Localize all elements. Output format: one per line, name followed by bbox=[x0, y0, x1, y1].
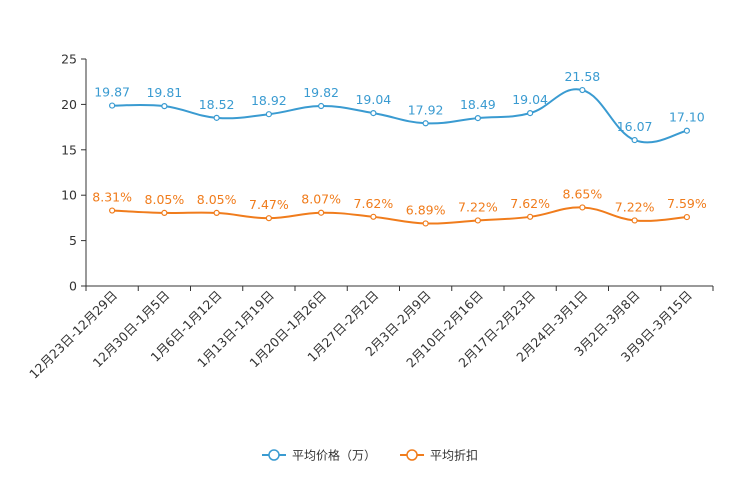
data-label: 8.65% bbox=[563, 186, 603, 201]
y-tick-label: 15 bbox=[61, 142, 77, 157]
data-point[interactable] bbox=[318, 209, 325, 216]
data-point[interactable] bbox=[370, 110, 377, 117]
data-label: 18.52 bbox=[199, 97, 235, 112]
data-label: 8.31% bbox=[92, 190, 132, 205]
data-label: 17.10 bbox=[669, 110, 705, 125]
data-label: 19.82 bbox=[303, 85, 339, 100]
data-point[interactable] bbox=[265, 111, 272, 118]
y-tick-label: 0 bbox=[69, 279, 77, 294]
data-point[interactable] bbox=[422, 120, 429, 127]
series-layer bbox=[109, 86, 690, 227]
data-label: 7.59% bbox=[667, 196, 707, 211]
data-point[interactable] bbox=[318, 102, 325, 110]
data-label: 7.22% bbox=[458, 199, 498, 214]
data-label: 8.05% bbox=[197, 192, 237, 207]
data-point[interactable] bbox=[161, 103, 168, 110]
data-point[interactable] bbox=[109, 102, 116, 109]
y-tick-label: 25 bbox=[61, 52, 77, 67]
data-point[interactable] bbox=[161, 209, 168, 217]
data-labels: 19.87 19.81 18.52 18.92 19.82 19.04 17.92 18.49… bbox=[92, 69, 707, 217]
data-label: 21.58 bbox=[564, 69, 600, 84]
data-label: 8.07% bbox=[301, 192, 341, 207]
data-label: 19.04 bbox=[355, 92, 391, 107]
data-point[interactable] bbox=[527, 213, 534, 220]
data-label: 7.47% bbox=[249, 197, 289, 212]
x-ticks: 12月23日-12月29日12月30日-1月5日1月6日-1月12日1月13日-… bbox=[26, 286, 714, 382]
data-label: 18.49 bbox=[460, 97, 496, 112]
legend-item-0[interactable]: 平均价格（万） bbox=[262, 448, 376, 463]
data-point[interactable] bbox=[109, 207, 116, 214]
data-point[interactable] bbox=[527, 110, 534, 117]
data-point[interactable] bbox=[474, 217, 481, 224]
data-point[interactable] bbox=[213, 114, 220, 121]
series-line-1 bbox=[112, 206, 687, 225]
data-point[interactable] bbox=[265, 215, 272, 222]
data-point[interactable] bbox=[631, 217, 638, 224]
data-point[interactable] bbox=[683, 213, 690, 221]
x-tick-label: 12月23日-12月29日 bbox=[26, 288, 120, 382]
data-point[interactable] bbox=[474, 115, 481, 122]
legend-marker-icon bbox=[268, 449, 280, 461]
data-point[interactable] bbox=[370, 213, 377, 220]
y-tick-label: 5 bbox=[69, 233, 77, 248]
data-label: 19.81 bbox=[146, 85, 182, 100]
data-point[interactable] bbox=[213, 209, 220, 217]
data-label: 7.62% bbox=[354, 196, 394, 211]
data-label: 7.62% bbox=[510, 196, 550, 211]
data-label: 16.07 bbox=[617, 119, 653, 134]
data-point[interactable] bbox=[683, 127, 690, 134]
data-point[interactable] bbox=[579, 204, 586, 211]
legend-label: 平均价格（万） bbox=[292, 448, 376, 463]
data-label: 6.89% bbox=[406, 202, 446, 217]
legend-label: 平均折扣 bbox=[430, 448, 478, 463]
y-tick-label: 10 bbox=[61, 188, 77, 203]
data-label: 18.92 bbox=[251, 93, 287, 108]
y-ticks: 0 5 10 15 20 25 bbox=[61, 52, 86, 294]
data-point[interactable] bbox=[579, 86, 586, 94]
legend-item-1[interactable]: 平均折扣 bbox=[400, 448, 478, 463]
legend-marker-icon bbox=[406, 449, 418, 461]
y-tick-label: 20 bbox=[61, 97, 77, 112]
data-label: 7.22% bbox=[615, 199, 655, 214]
data-label: 17.92 bbox=[408, 102, 444, 117]
data-label: 19.87 bbox=[94, 85, 130, 100]
data-point[interactable] bbox=[422, 220, 429, 227]
data-label: 19.04 bbox=[512, 92, 548, 107]
data-label: 8.05% bbox=[145, 192, 185, 207]
data-point[interactable] bbox=[631, 136, 638, 144]
legend[interactable]: 平均价格（万） 平均折扣 bbox=[262, 448, 478, 463]
